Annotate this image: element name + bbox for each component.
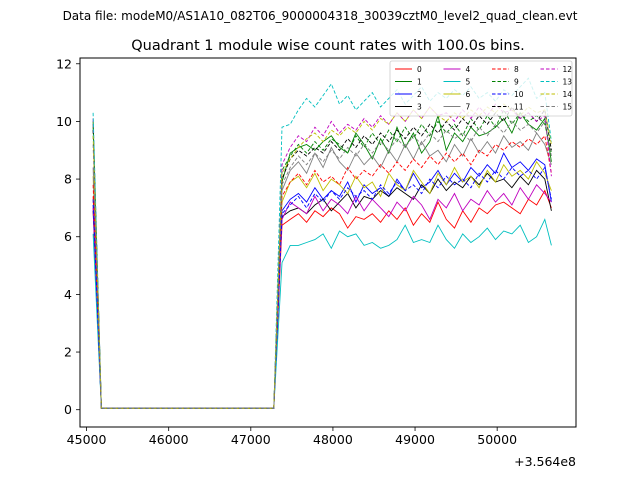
legend-label: 14: [563, 90, 573, 99]
legend-label: 5: [466, 78, 471, 87]
series-line-5: [92, 218, 552, 409]
series-line-1: [92, 111, 552, 409]
legend-label: 1: [417, 78, 422, 87]
x-tick-label: 48000: [313, 432, 353, 447]
legend-label: 4: [466, 65, 471, 74]
y-tick-label: 8: [64, 172, 72, 187]
y-tick-label: 10: [56, 114, 72, 129]
legend-label: 8: [514, 65, 519, 74]
series-line-8: [92, 134, 552, 409]
x-tick-label: 47000: [231, 432, 271, 447]
series-line-7: [92, 132, 552, 409]
y-tick-label: 4: [64, 287, 72, 302]
x-tick-label: 45000: [67, 432, 107, 447]
legend-label: 2: [417, 90, 422, 99]
x-tick-label: 46000: [149, 432, 189, 447]
legend-label: 10: [514, 90, 524, 99]
series-line-11: [92, 106, 552, 409]
legend-label: 3: [417, 103, 422, 112]
series-line-4: [92, 184, 552, 409]
series-line-12: [92, 103, 552, 409]
y-tick-label: 0: [64, 402, 72, 417]
series-line-9: [92, 108, 552, 409]
x-tick-label: 49000: [395, 432, 435, 447]
legend-label: 12: [563, 65, 573, 74]
series-line-10: [92, 166, 552, 409]
x-axis-offset-label: +3.564e8: [514, 454, 576, 469]
y-tick-label: 6: [64, 229, 72, 244]
legend-label: 7: [466, 103, 471, 112]
series-layer: [92, 77, 552, 409]
legend-label: 0: [417, 65, 422, 74]
plot-area-frame: [79, 57, 577, 428]
series-line-0: [92, 189, 552, 409]
legend-label: 11: [514, 103, 524, 112]
legend-label: 13: [563, 78, 573, 87]
suptitle: Data file: modeM0/AS1A10_082T06_90000043…: [63, 9, 578, 23]
legend-frame: [389, 60, 573, 117]
legend-label: 15: [563, 103, 573, 112]
y-tick-label: 12: [56, 56, 72, 71]
chart-title: Quadrant 1 module wise count rates with …: [131, 38, 525, 54]
x-tick-label: 50000: [477, 432, 517, 447]
legend-label: 6: [466, 90, 471, 99]
y-tick-label: 2: [64, 345, 72, 360]
legend-label: 9: [514, 78, 519, 87]
series-line-15: [92, 120, 552, 409]
